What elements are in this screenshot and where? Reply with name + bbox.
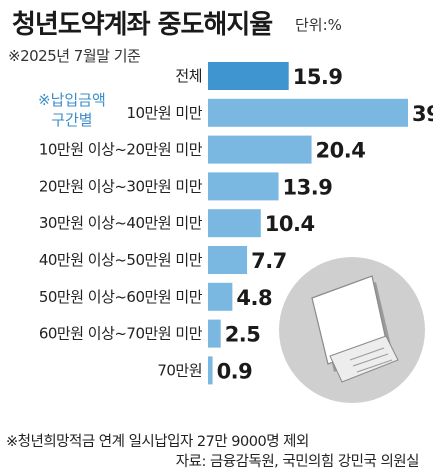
category-label: 70만원	[157, 361, 202, 379]
bar	[208, 356, 213, 385]
value-label: 4.8	[236, 286, 272, 310]
bar	[208, 246, 248, 274]
bar	[208, 282, 233, 311]
bar	[208, 135, 312, 164]
bar	[208, 98, 408, 127]
footnote: ※청년희망적금 연계 일시납입자 27만 9000명 제외	[6, 434, 309, 450]
value-label: 0.9	[217, 359, 253, 383]
value-label: 39.4	[412, 102, 433, 126]
category-label: 40만원 이상~50만원 미만	[39, 251, 203, 269]
basis-note: ※2025년 7월말 기준	[8, 47, 141, 65]
value-label: 2.5	[225, 323, 261, 347]
value-label: 20.4	[316, 139, 366, 163]
bar	[208, 62, 289, 90]
category-label: 10만원 이상~20만원 미만	[39, 141, 203, 159]
group-label-line-1: ※납입금액	[38, 91, 106, 109]
bar	[208, 172, 279, 201]
bar	[208, 209, 261, 238]
category-label: 50만원 이상~60만원 미만	[39, 288, 203, 306]
unit-label: 단위:%	[295, 16, 342, 34]
value-label: 15.9	[293, 65, 343, 89]
group-label-line-2: 구간별	[51, 111, 93, 129]
category-label: 60만원 이상~70만원 미만	[39, 325, 203, 343]
value-label: 13.9	[283, 175, 333, 199]
value-label: 7.7	[251, 249, 287, 273]
category-label: 30만원 이상~40만원 미만	[39, 214, 203, 232]
source-note: 자료: 금융감독원, 국민의힘 강민국 의원실	[175, 454, 420, 470]
credit-card-icon	[279, 257, 425, 403]
category-label: 10만원 미만	[126, 104, 202, 122]
value-label: 10.4	[265, 212, 315, 236]
category-label: 20만원 이상~30만원 미만	[39, 177, 203, 195]
chart-title: 청년도약계좌 중도해지율	[12, 10, 273, 40]
group-label: ※납입금액 구간별	[38, 90, 106, 130]
category-label: 전체	[175, 67, 202, 85]
bar	[208, 319, 221, 348]
